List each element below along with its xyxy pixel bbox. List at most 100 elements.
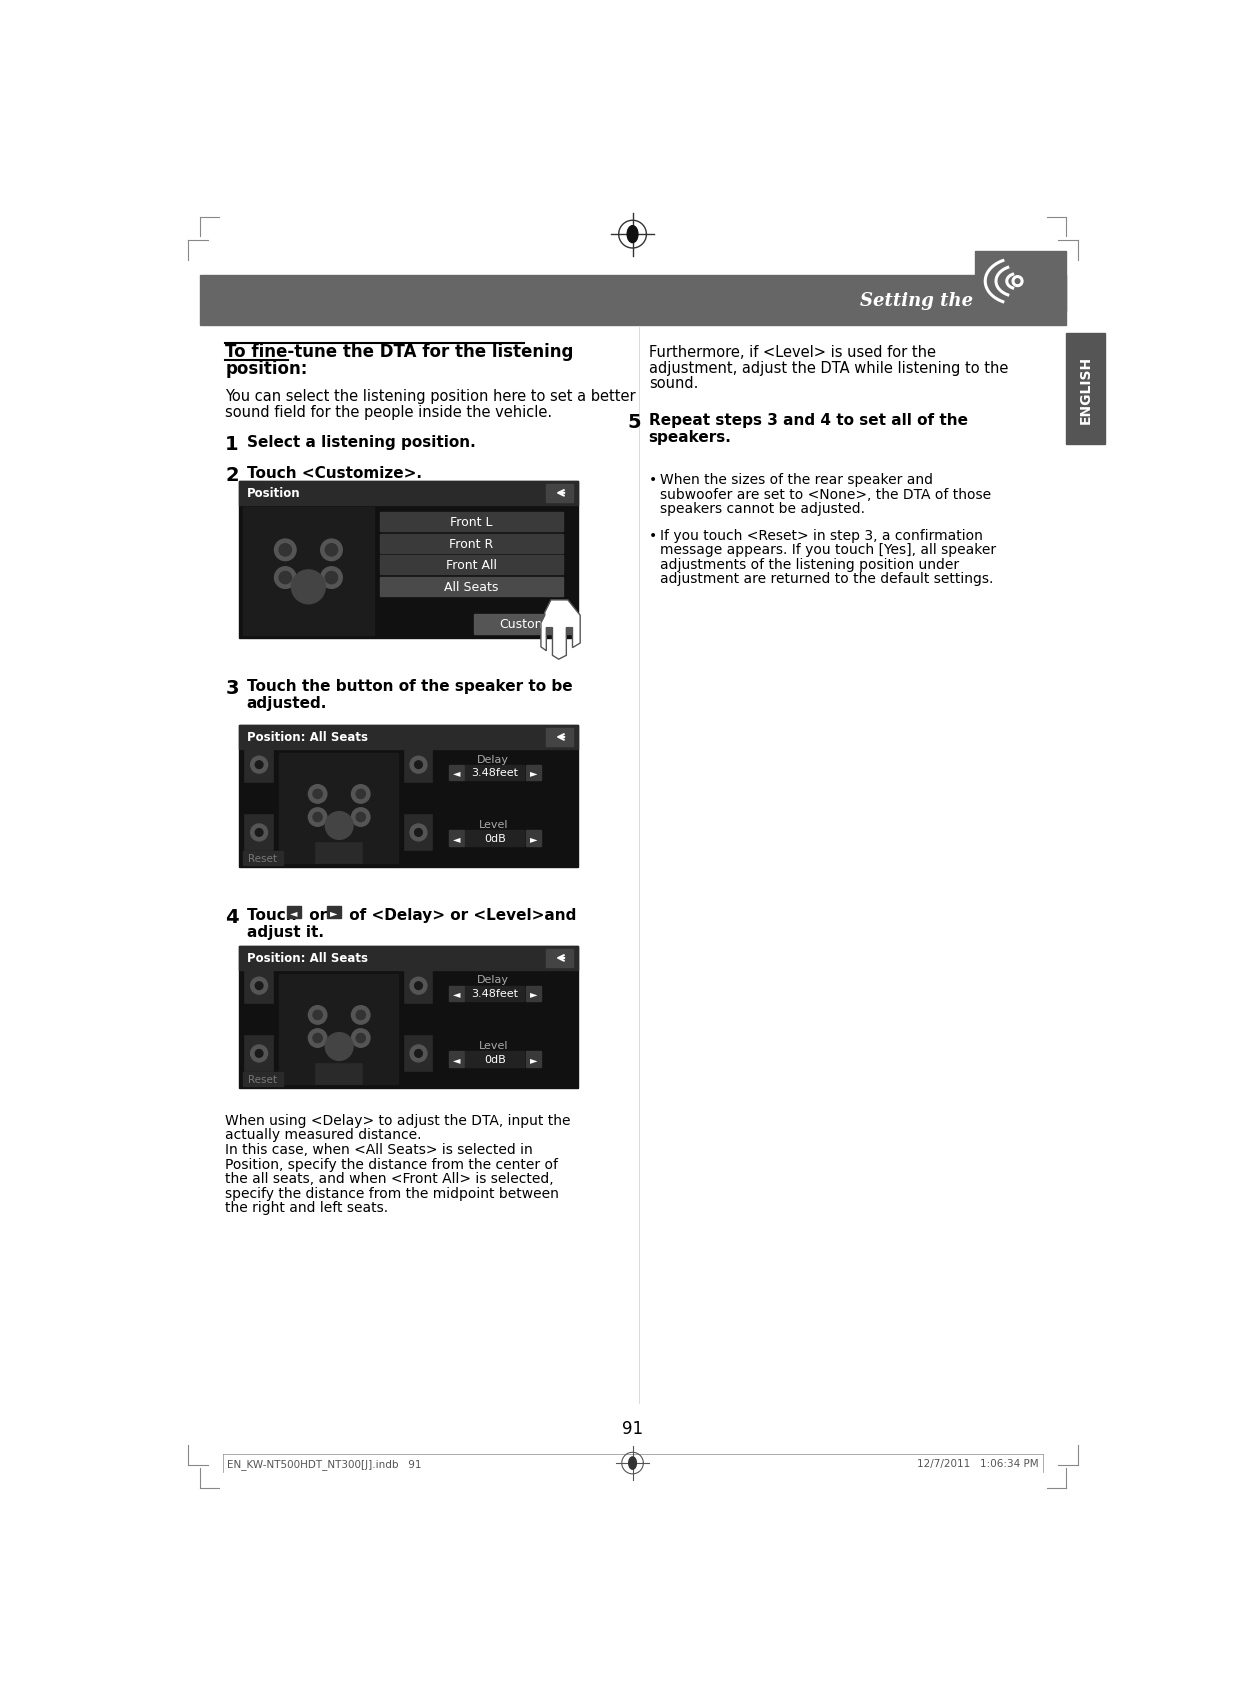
Bar xyxy=(316,844,362,863)
Circle shape xyxy=(279,573,291,584)
Bar xyxy=(243,851,283,865)
Bar xyxy=(246,968,273,1003)
Text: ◄: ◄ xyxy=(452,833,459,843)
Text: 3.48feet: 3.48feet xyxy=(472,988,519,998)
Text: ►: ► xyxy=(530,1054,537,1064)
Text: subwoofer are set to <None>, the DTA of those: subwoofer are set to <None>, the DTA of … xyxy=(659,488,990,502)
Text: Select a listening position.: Select a listening position. xyxy=(247,436,475,449)
Text: ►: ► xyxy=(530,833,537,843)
Circle shape xyxy=(309,1007,327,1025)
Text: In this case, when <All Seats> is selected in: In this case, when <All Seats> is select… xyxy=(225,1142,534,1157)
Bar xyxy=(546,485,573,503)
Bar xyxy=(976,252,1066,312)
Bar xyxy=(240,725,578,868)
Text: Furthermore, if <Level> is used for the: Furthermore, if <Level> is used for the xyxy=(648,345,936,360)
Circle shape xyxy=(410,757,427,774)
Text: Position: Position xyxy=(247,486,300,500)
Circle shape xyxy=(410,824,427,841)
Bar xyxy=(240,481,578,638)
Bar xyxy=(526,765,541,780)
Text: speakers cannot be adjusted.: speakers cannot be adjusted. xyxy=(659,502,864,517)
Text: sound.: sound. xyxy=(648,377,698,390)
Text: EN_KW-NT500HDT_NT300[J].indb   91: EN_KW-NT500HDT_NT300[J].indb 91 xyxy=(227,1458,421,1469)
Bar xyxy=(243,1073,283,1086)
Text: 1: 1 xyxy=(225,436,238,454)
Text: sound field for the people inside the vehicle.: sound field for the people inside the ve… xyxy=(225,404,552,419)
Bar xyxy=(279,753,399,863)
Text: 4: 4 xyxy=(225,907,238,927)
Text: Front R: Front R xyxy=(450,537,494,551)
Circle shape xyxy=(256,1051,263,1057)
Bar xyxy=(380,556,563,576)
Text: 5: 5 xyxy=(627,412,641,432)
Text: 12/7/2011   1:06:34 PM: 12/7/2011 1:06:34 PM xyxy=(918,1458,1039,1468)
Text: Position: All Seats: Position: All Seats xyxy=(247,953,368,964)
Text: ◄: ◄ xyxy=(452,1054,459,1064)
Circle shape xyxy=(312,1010,322,1020)
Text: ◄: ◄ xyxy=(452,768,459,779)
Text: 91: 91 xyxy=(622,1419,643,1437)
Text: Delay: Delay xyxy=(477,975,509,985)
Circle shape xyxy=(325,544,337,557)
Text: Front All: Front All xyxy=(446,559,498,573)
Circle shape xyxy=(325,1034,353,1061)
Bar xyxy=(466,1052,524,1067)
Bar xyxy=(448,1052,464,1067)
Bar xyxy=(466,831,524,846)
Circle shape xyxy=(415,983,422,990)
Circle shape xyxy=(256,829,263,836)
Text: ►: ► xyxy=(530,768,537,779)
Text: ►: ► xyxy=(330,907,337,917)
Text: adjust it.: adjust it. xyxy=(247,924,324,939)
Circle shape xyxy=(356,1034,366,1044)
Text: All Seats: All Seats xyxy=(445,581,499,593)
Text: 0dB: 0dB xyxy=(484,1054,505,1064)
Text: 3.48feet: 3.48feet xyxy=(472,768,519,779)
Text: actually measured distance.: actually measured distance. xyxy=(225,1128,421,1142)
Circle shape xyxy=(274,540,296,561)
Circle shape xyxy=(1015,280,1020,284)
Circle shape xyxy=(415,762,422,768)
Bar xyxy=(287,905,300,919)
Bar xyxy=(466,986,524,1002)
Text: Repeat steps 3 and 4 to set all of the: Repeat steps 3 and 4 to set all of the xyxy=(648,412,968,427)
Text: Level: Level xyxy=(478,1040,508,1051)
Circle shape xyxy=(256,762,263,768)
Bar xyxy=(316,1064,362,1084)
Text: Position: All Seats: Position: All Seats xyxy=(247,731,368,745)
Bar xyxy=(526,986,541,1002)
Text: You can select the listening position here to set a better: You can select the listening position he… xyxy=(225,388,636,404)
Circle shape xyxy=(312,790,322,799)
Text: ENGLISH: ENGLISH xyxy=(1078,355,1092,424)
Circle shape xyxy=(309,1029,327,1047)
Circle shape xyxy=(352,785,370,804)
Circle shape xyxy=(325,812,353,839)
Text: adjustment, adjust the DTA while listening to the: adjustment, adjust the DTA while listeni… xyxy=(648,360,1008,375)
Text: the all seats, and when <Front All> is selected,: the all seats, and when <Front All> is s… xyxy=(225,1172,553,1186)
Polygon shape xyxy=(541,601,580,660)
Text: 0dB: 0dB xyxy=(484,833,505,843)
Bar xyxy=(526,831,541,846)
Circle shape xyxy=(356,1010,366,1020)
Text: Touch: Touch xyxy=(247,907,301,922)
Bar xyxy=(246,748,273,784)
Circle shape xyxy=(309,809,327,828)
Text: of <Delay> or <Level>and: of <Delay> or <Level>and xyxy=(343,907,577,922)
Text: Level: Level xyxy=(478,819,508,829)
Text: adjusted.: adjusted. xyxy=(247,696,327,711)
Bar xyxy=(380,534,563,554)
Text: Delay: Delay xyxy=(477,753,509,763)
Circle shape xyxy=(352,1029,370,1047)
Bar xyxy=(448,765,464,780)
Bar xyxy=(243,508,374,635)
Bar xyxy=(405,1035,432,1071)
Text: Reset: Reset xyxy=(248,853,278,863)
Bar xyxy=(474,615,573,635)
Text: To fine-tune the DTA for the listening: To fine-tune the DTA for the listening xyxy=(225,343,573,361)
Text: 2: 2 xyxy=(225,466,238,485)
Bar xyxy=(246,1035,273,1071)
Text: Setting the Sound: Setting the Sound xyxy=(860,292,1044,309)
Text: adjustments of the listening position under: adjustments of the listening position un… xyxy=(659,557,958,571)
Circle shape xyxy=(321,540,342,561)
Circle shape xyxy=(251,1045,268,1062)
